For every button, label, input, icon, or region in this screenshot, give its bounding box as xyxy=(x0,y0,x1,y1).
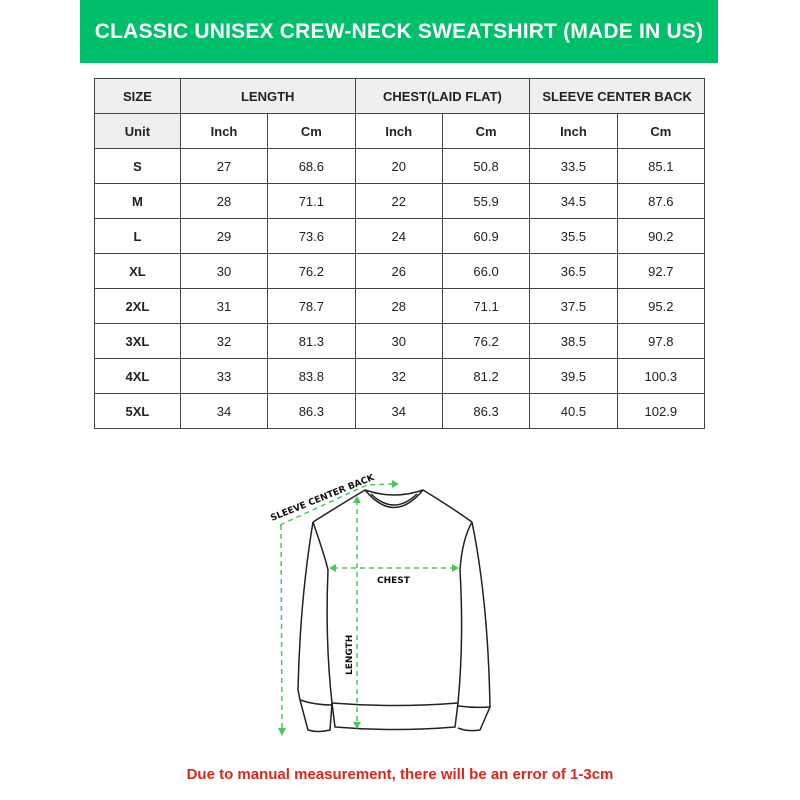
header-row: SIZE LENGTH CHEST(LAID FLAT) SLEEVE CENT… xyxy=(94,78,705,114)
header-length: LENGTH xyxy=(179,78,356,114)
value-cell: 20 xyxy=(354,148,443,184)
length-label: LENGTH xyxy=(345,635,355,675)
size-table: SIZE LENGTH CHEST(LAID FLAT) SLEEVE CENT… xyxy=(94,78,706,429)
measurement-lines xyxy=(279,483,455,731)
value-cell: 28 xyxy=(354,288,443,324)
table-row: 2XL 31 78.7 28 71.1 37.5 95.2 xyxy=(94,288,706,324)
sleeve-vertical-line xyxy=(280,524,283,731)
table-row: L 29 73.6 24 60.9 35.5 90.2 xyxy=(94,218,706,254)
value-cell: 71.1 xyxy=(267,183,356,219)
unit-cell: Unit xyxy=(94,113,181,149)
table-row: S 27 68.6 20 50.8 33.5 85.1 xyxy=(94,148,706,184)
header-chest: CHEST(LAID FLAT) xyxy=(354,78,531,114)
value-cell: 36.5 xyxy=(529,253,618,289)
value-cell: 26 xyxy=(354,253,443,289)
value-cell: 92.7 xyxy=(616,253,706,289)
measurement-note: Due to manual measurement, there will be… xyxy=(186,766,614,783)
table-row: XL 30 76.2 26 66.0 36.5 92.7 xyxy=(94,253,706,289)
value-cell: 71.1 xyxy=(441,288,531,324)
value-cell: 27 xyxy=(179,148,269,184)
value-cell: 28 xyxy=(179,183,269,219)
value-cell: 86.3 xyxy=(267,393,356,429)
value-cell: 30 xyxy=(354,323,443,359)
value-cell: 90.2 xyxy=(616,218,706,254)
value-cell: 31 xyxy=(179,288,269,324)
value-cell: 33.5 xyxy=(529,148,618,184)
size-cell: 3XL xyxy=(94,323,181,359)
header-size: SIZE xyxy=(94,78,181,114)
value-cell: 39.5 xyxy=(529,358,618,394)
value-cell: 37.5 xyxy=(529,288,618,324)
value-cell: 34 xyxy=(179,393,269,429)
size-cell: 5XL xyxy=(94,393,181,429)
value-cell: 40.5 xyxy=(529,393,618,429)
sleeve-line xyxy=(279,483,394,526)
size-cell: S xyxy=(94,148,181,184)
unit-row: Unit Inch Cm Inch Cm Inch Cm xyxy=(94,113,706,149)
header-sleeve: SLEEVE CENTER BACK xyxy=(529,78,705,114)
value-cell: 102.9 xyxy=(616,393,706,429)
unit-cell: Cm xyxy=(616,113,706,149)
value-cell: 50.8 xyxy=(441,148,531,184)
value-cell: 86.3 xyxy=(441,393,531,429)
title-banner: CLASSIC UNISEX CREW-NECK SWEATSHIRT (MAD… xyxy=(80,0,718,63)
value-cell: 34 xyxy=(354,393,443,429)
table-row: M 28 71.1 22 55.9 34.5 87.6 xyxy=(94,183,706,219)
value-cell: 34.5 xyxy=(529,183,618,219)
arrow-heads xyxy=(278,480,459,736)
sweatshirt-outline xyxy=(297,489,491,733)
size-cell: L xyxy=(94,218,181,254)
value-cell: 33 xyxy=(179,358,269,394)
value-cell: 29 xyxy=(179,218,269,254)
page-title: CLASSIC UNISEX CREW-NECK SWEATSHIRT (MAD… xyxy=(94,19,704,43)
table-row: 3XL 32 81.3 30 76.2 38.5 97.8 xyxy=(94,323,706,359)
value-cell: 76.2 xyxy=(267,253,356,289)
value-cell: 32 xyxy=(179,323,269,359)
unit-cell: Inch xyxy=(179,113,269,149)
table-row: 5XL 34 86.3 34 86.3 40.5 102.9 xyxy=(94,393,706,429)
chest-label: CHEST xyxy=(377,576,411,586)
size-cell: M xyxy=(94,183,181,219)
value-cell: 81.2 xyxy=(441,358,531,394)
size-cell: 2XL xyxy=(94,288,181,324)
value-cell: 60.9 xyxy=(441,218,531,254)
